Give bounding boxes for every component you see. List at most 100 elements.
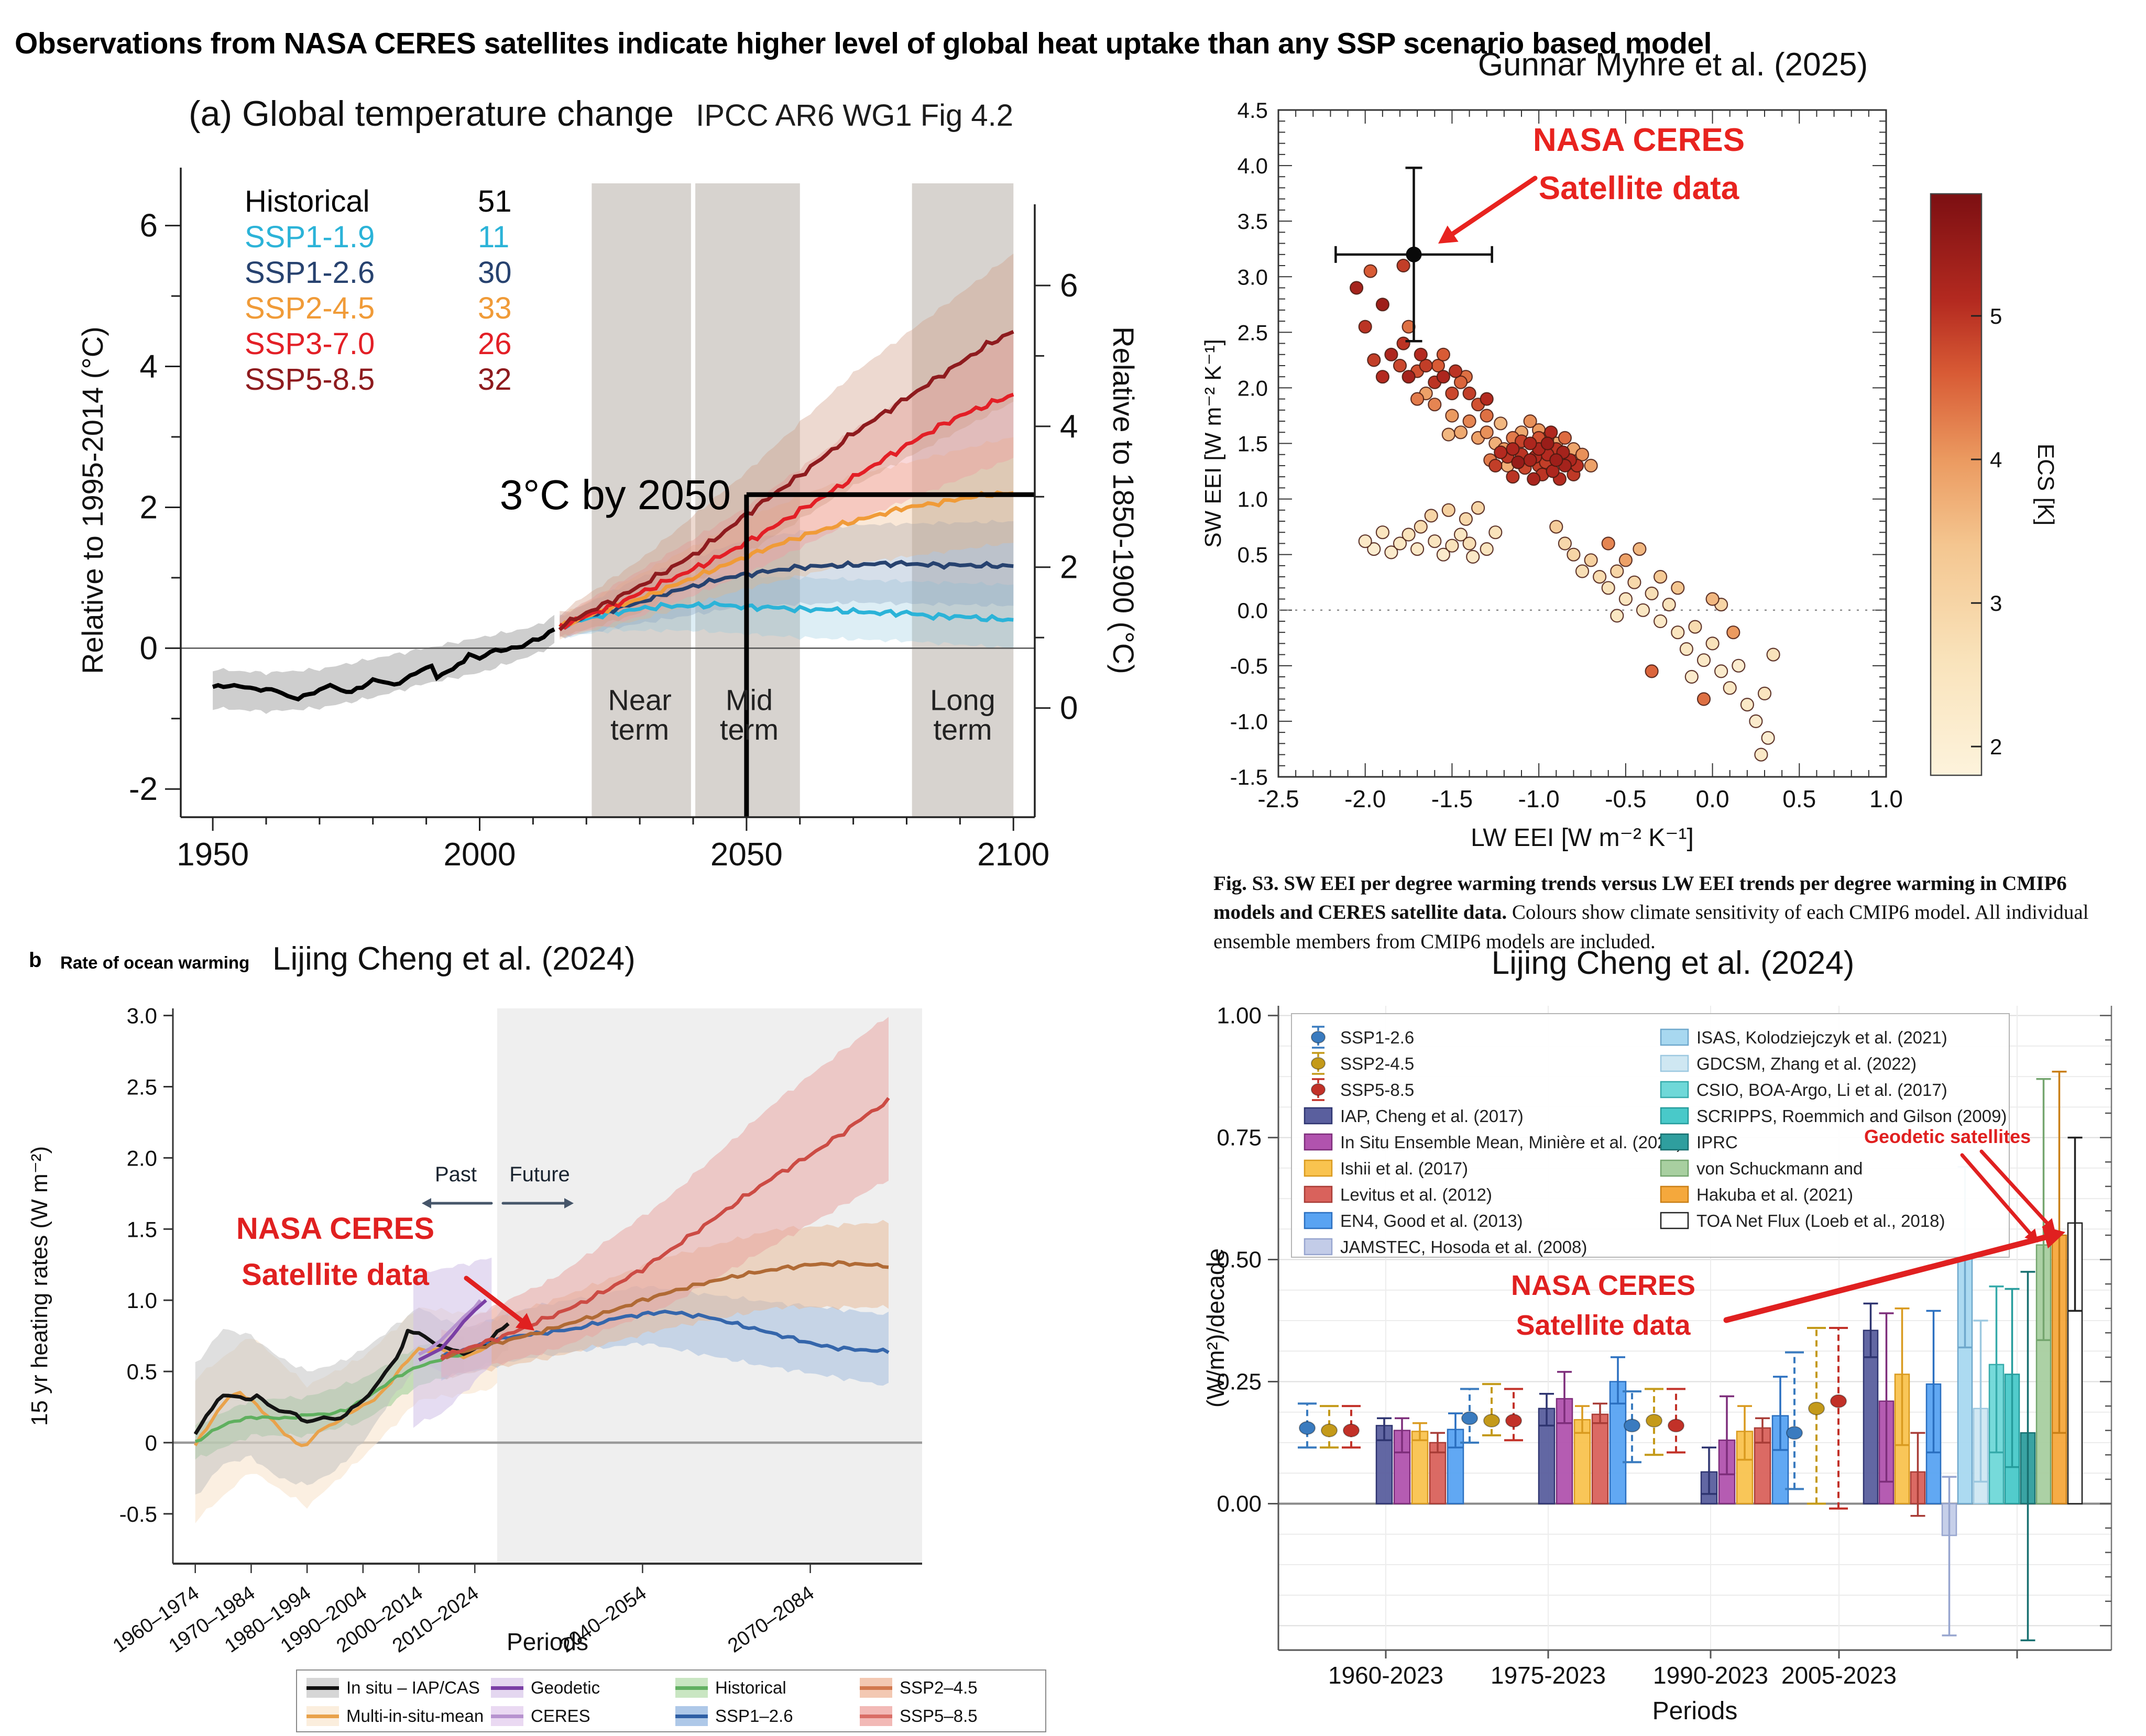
cmip6-points <box>1350 258 1780 762</box>
legend-swatch <box>306 1706 339 1726</box>
svg-text:-1.5: -1.5 <box>1230 765 1268 789</box>
ssp370-line <box>559 392 1014 630</box>
legend-d-label: Levitus et al. (2012) <box>1340 1185 1492 1204</box>
svg-text:2005-2023: 2005-2023 <box>1781 1662 1897 1689</box>
ssp585-line <box>558 329 1014 631</box>
legend-item-Multi-in-situ-mean: Multi-in-situ-mean <box>306 1706 487 1726</box>
ceres-line <box>418 1299 482 1356</box>
legend-d-label: In Situ Ensemble Mean, Minière et al. (2… <box>1340 1133 1682 1152</box>
legend-d-label: von Schuckmann and <box>1696 1159 1863 1178</box>
legend-d-label: CSIO, BOA-Argo, Li et al. (2017) <box>1696 1080 1947 1100</box>
legend-d-label: IPRC <box>1696 1133 1738 1152</box>
svg-text:2000: 2000 <box>444 837 516 873</box>
legend-swatch <box>675 1678 708 1698</box>
legend-d-label: GDCSM, Zhang et al. (2022) <box>1696 1054 1917 1073</box>
ssp585-band <box>560 254 1014 638</box>
legend-label: Multi-in-situ-mean <box>346 1706 484 1726</box>
svg-text:1.5: 1.5 <box>127 1217 157 1241</box>
svg-text:0.00: 0.00 <box>1217 1491 1262 1517</box>
svg-text:-2.5: -2.5 <box>1257 785 1299 812</box>
svg-text:Mid: Mid <box>726 684 773 717</box>
ssp5-85-line <box>440 1097 890 1361</box>
svg-text:5: 5 <box>1990 304 2002 328</box>
svg-text:2.5: 2.5 <box>1238 320 1268 345</box>
legend-d-label: TOA Net Flux (Loeb et al., 2018) <box>1696 1211 1945 1230</box>
svg-text:2050: 2050 <box>710 837 783 873</box>
legend-label-SSP2-4.5: SSP2-4.5 <box>245 291 375 325</box>
legend-count-SSP5-8.5: 32 <box>478 362 512 397</box>
ssp5-85-band <box>441 1017 889 1380</box>
bar-group-1990-2023 <box>1623 1376 1789 1504</box>
svg-text:-0.5: -0.5 <box>1230 654 1268 678</box>
svg-text:0.5: 0.5 <box>1238 543 1268 567</box>
svg-text:1950: 1950 <box>177 837 249 873</box>
legend-label: SSP1–2.6 <box>715 1706 793 1726</box>
term-bands <box>592 183 1014 817</box>
svg-text:6: 6 <box>1060 268 1078 304</box>
ssp1-26-line <box>440 1310 890 1359</box>
legend-count-SSP3-7.0: 26 <box>478 327 512 361</box>
svg-text:3.5: 3.5 <box>1238 209 1268 234</box>
panel-ocean-warming-rate: b Rate of ocean warming Lijing Cheng et … <box>10 940 1189 1736</box>
legend-count-SSP1-2.6: 30 <box>478 256 512 290</box>
svg-text:1975-2023: 1975-2023 <box>1491 1662 1606 1689</box>
legend-count-SSP2-4.5: 33 <box>478 291 512 325</box>
svg-text:-2: -2 <box>129 771 158 807</box>
svg-text:2100: 2100 <box>977 837 1049 873</box>
ceres-observation-point <box>1334 167 1493 343</box>
legend-item-Geodetic: Geodetic <box>491 1678 671 1698</box>
svg-text:0.0: 0.0 <box>1238 598 1268 623</box>
panel-a-title: (a) Global temperature change <box>189 94 674 134</box>
legend-label: SSP2–4.5 <box>900 1678 978 1697</box>
svg-text:1.0: 1.0 <box>1869 785 1903 812</box>
svg-text:1.0: 1.0 <box>127 1288 157 1313</box>
ssp126-line <box>559 559 1014 631</box>
svg-text:1990-2023: 1990-2023 <box>1653 1662 1768 1689</box>
legend-swatch <box>675 1706 708 1726</box>
eei-scatter-chart: -2.5 -2.0 -1.5 -1.0 -0.5 0.0 0.5 1.0 -1.5 -1.0 -0.… <box>1200 98 2059 852</box>
panel-a-header: (a) Global temperature change IPCC AR6 WG… <box>189 93 1013 134</box>
panel-a-source: IPCC AR6 WG1 Fig 4.2 <box>696 98 1014 133</box>
svg-text:0.25: 0.25 <box>1217 1369 1262 1395</box>
legend-count-Historical: 51 <box>478 184 512 218</box>
legend-item-In situ – IAP/CAS: In situ – IAP/CAS <box>306 1678 487 1698</box>
legend-d-label: SCRIPPS, Roemmich and Gilson (2009) <box>1696 1106 2007 1126</box>
ecs-colorbar <box>1930 193 1983 776</box>
legend-d-label: IAP, Cheng et al. (2017) <box>1340 1106 1524 1126</box>
svg-text:2.5: 2.5 <box>127 1074 157 1099</box>
svg-text:0.5: 0.5 <box>1782 785 1816 812</box>
nasa-ceres-annotation: NASA CERES <box>1533 122 1745 158</box>
svg-text:2: 2 <box>1060 550 1078 586</box>
svg-text:Satellite data: Satellite data <box>1539 170 1739 206</box>
svg-text:0.75: 0.75 <box>1217 1125 1262 1151</box>
svg-text:Long: Long <box>930 684 995 717</box>
svg-text:0.5: 0.5 <box>127 1359 157 1384</box>
legend-d-label: EN4, Good et al. (2013) <box>1340 1211 1523 1230</box>
global-temperature-chart: 3°C by 2050NeartermMidtermLongterm-20246… <box>76 168 1140 873</box>
legend-label: SSP5–8.5 <box>900 1706 978 1726</box>
panel-eei-scatter: Gunnar Myhre et al. (2025) -2.5 -2.0 -1.5-… <box>1200 31 2146 974</box>
ssp2-45-line <box>441 1260 889 1359</box>
caption-rest: Colours show climate sensitivity of each… <box>1213 901 2089 953</box>
svg-text:0: 0 <box>145 1431 157 1455</box>
legend-label-SSP1-1.9: SSP1-1.9 <box>245 220 375 254</box>
svg-text:0: 0 <box>140 630 158 666</box>
geodetic-satellites-annotation: Geodetic satellites <box>1864 1126 2031 1147</box>
future-label: Future <box>509 1163 570 1186</box>
legend-item-SSP2–4.5: SSP2–4.5 <box>860 1678 1040 1698</box>
legend-swatch <box>860 1706 892 1726</box>
ssp126-band <box>560 520 1014 639</box>
ssp119-line <box>559 600 1014 630</box>
svg-text:2.0: 2.0 <box>127 1146 157 1170</box>
panel-c-source: Lijing Cheng et al. (2024) <box>272 941 636 977</box>
legend-d-label: ISAS, Kolodziejczyk et al. (2021) <box>1696 1028 1947 1047</box>
svg-text:2: 2 <box>140 489 158 525</box>
svg-text:2.0: 2.0 <box>1238 376 1268 400</box>
svg-text:-1.0: -1.0 <box>1230 709 1268 734</box>
svg-text:2: 2 <box>1990 734 2002 759</box>
legend-label-SSP3-7.0: SSP3-7.0 <box>245 327 375 361</box>
svg-text:3.0: 3.0 <box>1238 265 1268 289</box>
panel-c-letter: b <box>29 949 42 972</box>
panel-d-xlabel: Periods <box>1652 1697 1738 1725</box>
svg-text:2070–2084: 2070–2084 <box>724 1582 818 1657</box>
